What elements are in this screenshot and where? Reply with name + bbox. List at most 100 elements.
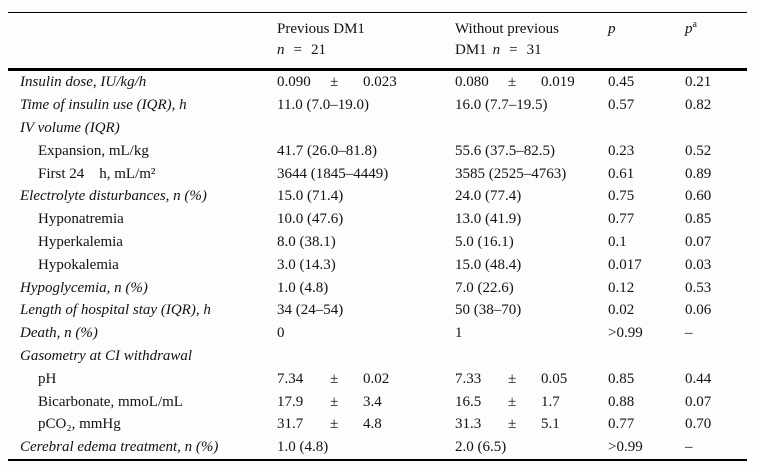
previous-dm1-value: 34 (24–54) [277, 302, 344, 319]
row-label: pCO₂, mmHg [38, 416, 121, 433]
table-row: IV volume (IQR) [8, 117, 747, 140]
row-label: IV volume (IQR) [20, 119, 120, 136]
table-row: Gasometry at CI withdrawal [8, 345, 747, 368]
p-adjusted-value: 0.07 [685, 233, 712, 250]
p-adjusted-value: – [685, 325, 693, 342]
row-label: Bicarbonate, mmoL/mL [38, 393, 183, 410]
p-value: 0.017 [608, 256, 642, 273]
previous-dm1-value: 11.0 (7.0–19.0) [277, 97, 369, 114]
p-adjusted-value: 0.52 [685, 142, 712, 159]
previous-dm1-value: 15.0 (71.4) [277, 188, 344, 205]
p-value: 0.57 [608, 97, 635, 114]
p-adjusted-value: 0.03 [685, 256, 712, 273]
p-adjusted-value [685, 345, 747, 368]
without-previous-dm1-value: 31.3 ±5.1 [455, 416, 560, 433]
row-label: Death, n (%) [20, 325, 98, 342]
row-label: Cerebral edema treatment, n (%) [20, 439, 219, 456]
table-row: pH 7.34 ±0.02 7.33 ±0.05 0.85 0.44 [8, 367, 747, 390]
p-value: 0.23 [608, 142, 635, 159]
header-without-previous-dm1: Without previous DM1 n = 31 [455, 12, 608, 71]
previous-dm1-value: 3644 (1845–4449) [277, 165, 389, 182]
table-row: Cerebral edema treatment, n (%) 1.0 (4.8)… [8, 436, 747, 460]
header-previous-dm1: Previous DM1 n = 21 [277, 12, 455, 71]
p-value: 0.61 [608, 165, 635, 182]
p-adjusted-value [685, 117, 747, 140]
without-previous-dm1-value [455, 117, 608, 140]
table-row: Hypoglycemia, n (%) 1.0 (4.8) 7.0 (22.6) 0.… [8, 276, 747, 299]
previous-dm1-value: 7.34 ±0.02 [277, 370, 390, 387]
table-row: Hypokalemia 3.0 (14.3) 15.0 (48.4) 0.017 0.0… [8, 253, 747, 276]
p-value: 0.02 [608, 302, 635, 319]
without-previous-dm1-value: 7.0 (22.6) [455, 279, 514, 296]
without-previous-dm1-value: 16.5 ±1.7 [455, 393, 560, 410]
p-value: 0.85 [608, 370, 635, 387]
table-row: pCO₂, mmHg 31.7 ±4.8 31.3 ±5.1 0.77 0.70 [8, 413, 747, 436]
p-adjusted-value: 0.07 [685, 393, 712, 410]
without-previous-dm1-value: 55.6 (37.5–82.5) [455, 142, 555, 159]
without-previous-dm1-value: 7.33 ±0.05 [455, 370, 568, 387]
table-row: First 24 h, mL/m² 3644 (1845–4449) 3585 (2… [8, 162, 747, 185]
p-value: 0.88 [608, 393, 635, 410]
previous-dm1-value: 17.9 ±3.4 [277, 393, 382, 410]
header-without-previous-title: Without previous [455, 21, 559, 37]
without-previous-dm1-value: 13.0 (41.9) [455, 211, 522, 228]
table-row: Hyperkalemia 8.0 (38.1) 5.0 (16.1) 0.1 0.07 [8, 231, 747, 254]
row-label: Time of insulin use (IQR), h [20, 97, 187, 114]
previous-dm1-value: 1.0 (4.8) [277, 439, 329, 456]
without-previous-dm1-value: 3585 (2525–4763) [455, 165, 567, 182]
p-value: >0.99 [608, 439, 643, 456]
p-value: 0.45 [608, 74, 635, 91]
without-previous-dm1-value [455, 345, 608, 368]
p-value: 0.77 [608, 211, 635, 228]
without-previous-dm1-value: 16.0 (7.7–19.5) [455, 97, 548, 114]
clinical-comparison-table: Previous DM1 n = 21 Without previous DM1 n =… [8, 12, 747, 461]
p-adjusted-value: – [685, 439, 693, 456]
previous-dm1-value [277, 117, 455, 140]
previous-dm1-value: 31.7 ±4.8 [277, 416, 382, 433]
row-label: Gasometry at CI withdrawal [20, 347, 193, 364]
table-row: Length of hospital stay (IQR), h 34 (24–5… [8, 299, 747, 322]
without-previous-dm1-value: 24.0 (77.4) [455, 188, 522, 205]
table-row: Electrolyte disturbances, n (%) 15.0 (71.… [8, 185, 747, 208]
row-label: Expansion, mL/kg [38, 142, 149, 159]
p-value: 0.12 [608, 279, 635, 296]
p-adjusted-value: 0.44 [685, 370, 712, 387]
header-without-previous-n: DM1 n = 31 [455, 42, 542, 58]
row-label: Hypoglycemia, n (%) [20, 279, 148, 296]
without-previous-dm1-value: 0.080 ±0.019 [455, 74, 575, 91]
header-p-value: p [608, 12, 685, 71]
row-label: Hypokalemia [38, 256, 119, 273]
table-row: Death, n (%) 0 1 >0.99 – [8, 322, 747, 345]
table-row: Insulin dose, IU/kg/h 0.090 ±0.023 0.080 ±0.… [8, 70, 747, 94]
row-label: Insulin dose, IU/kg/h [20, 74, 147, 91]
header-previous-dm1-n: n = 21 [277, 42, 326, 58]
p-value: 0.1 [608, 233, 627, 250]
p-value: >0.99 [608, 325, 643, 342]
p-adjusted-value: 0.82 [685, 97, 712, 114]
row-label: pH [38, 370, 57, 387]
header-previous-dm1-title: Previous DM1 [277, 21, 365, 37]
without-previous-dm1-value: 2.0 (6.5) [455, 439, 507, 456]
without-previous-dm1-value: 5.0 (16.1) [455, 233, 514, 250]
previous-dm1-value: 8.0 (38.1) [277, 233, 336, 250]
without-previous-dm1-value: 15.0 (48.4) [455, 256, 522, 273]
p-adjusted-value: 0.21 [685, 74, 712, 91]
previous-dm1-value: 0 [277, 325, 285, 342]
p-adjusted-value: 0.06 [685, 302, 712, 319]
row-label: Hyponatremia [38, 211, 124, 228]
table-header: Previous DM1 n = 21 Without previous DM1 n =… [8, 12, 747, 71]
header-row: Previous DM1 n = 21 Without previous DM1 n =… [8, 12, 747, 71]
row-label: Hyperkalemia [38, 233, 123, 250]
p-value: 0.75 [608, 188, 635, 205]
table-row: Time of insulin use (IQR), h 11.0 (7.0–19… [8, 94, 747, 117]
p-adjusted-value: 0.70 [685, 416, 712, 433]
p-value [608, 345, 685, 368]
p-adjusted-value: 0.85 [685, 211, 712, 228]
header-p-adjusted: pa [685, 12, 747, 71]
without-previous-dm1-value: 50 (38–70) [455, 302, 522, 319]
p-value: 0.77 [608, 416, 635, 433]
row-label: Electrolyte disturbances, n (%) [20, 188, 207, 205]
p-value [608, 117, 685, 140]
row-label: Length of hospital stay (IQR), h [20, 302, 211, 319]
